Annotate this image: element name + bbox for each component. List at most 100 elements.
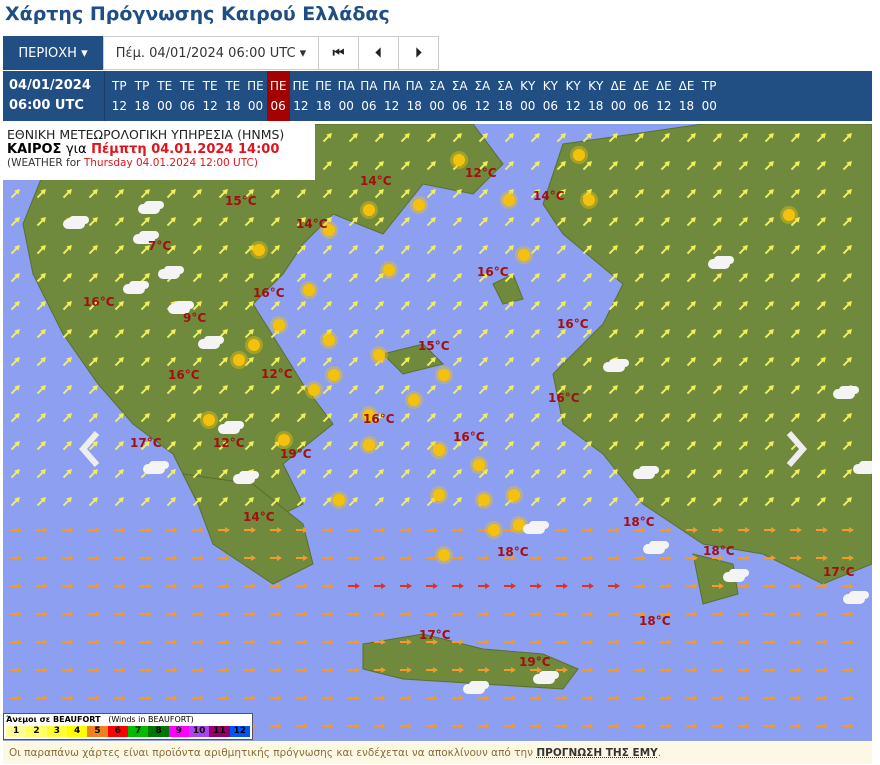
timeline-slot[interactable]: ΤΡ 18 [131,71,154,121]
temperature-label: 9°C [183,311,207,325]
wind-arrow [582,133,592,143]
timeline-slot[interactable]: ΠΑ 12 [380,71,403,121]
timeline-slot[interactable]: ΠΑ 18 [403,71,426,121]
wind-arrow [842,357,852,367]
utc-time: Thursday 04.01.2024 12:00 UTC) [83,157,258,169]
timeline-slot[interactable]: ΤΡ 12 [108,71,131,121]
timeline-slot[interactable]: ΠΕ 00 [244,71,267,121]
slot-day: ΤΡ [701,79,717,93]
timeline-slot[interactable]: ΠΑ 06 [358,71,381,121]
timeline-slot[interactable]: ΚΥ 00 [516,71,539,121]
wind-arrow [764,527,776,533]
wind-arrow [712,189,722,199]
timeline-slot[interactable]: ΚΥ 18 [584,71,607,121]
wind-arrow [166,441,176,451]
wind-arrow [530,441,540,451]
agency-name: ΕΘΝΙΚΗ ΜΕΤΕΩΡΟΛΟΓΙΚΗ ΥΠΗΡΕΣΙΑ (HNMS) [7,127,285,142]
cloud-icon [843,594,865,604]
wind-arrow [426,329,436,339]
wind-arrow [634,441,644,451]
region-dropdown[interactable]: ΠΕΡΙΟΧΗ ▾ [3,36,103,70]
cloud-icon [63,219,85,229]
wind-arrow [348,441,358,451]
timeline-slot[interactable]: ΣΑ 06 [448,71,471,121]
slot-day: ΔΕ [655,79,672,93]
wind-arrow [166,357,176,367]
forecast-link[interactable]: ΠΡΟΓΝΩΣΗ ΤΗΣ ΕΜΥ [536,747,658,759]
timeline-slot[interactable]: ΤΕ 00 [153,71,176,121]
wind-arrow [504,161,514,171]
next-button[interactable]: ⏵ [399,36,439,70]
wind-arrow [764,161,774,171]
wind-arrow [582,161,592,171]
timeline-slot[interactable]: ΤΕ 18 [221,71,244,121]
wind-arrow [634,133,644,143]
wind-arrow [608,639,620,645]
timeline-slot[interactable]: ΤΡ 00 [698,71,721,121]
chevron-left-icon[interactable] [75,429,105,469]
wind-arrow [686,329,696,339]
wind-arrow [114,273,124,283]
wind-arrow [218,611,230,617]
sun-icon [363,439,375,451]
wind-arrow [478,189,488,199]
wind-arrow [114,639,126,645]
wind-arrow [608,469,618,479]
wind-arrow [816,723,828,729]
timeline-slot[interactable]: ΠΕ 12 [290,71,313,121]
wind-arrow [790,639,802,645]
sun-icon [373,349,385,361]
wind-arrow [660,217,670,227]
wind-arrow [816,695,828,701]
timeline-slot[interactable]: ΣΑ 18 [494,71,517,121]
wind-arrow [478,245,488,255]
wind-arrow [348,555,360,561]
timeline-slot[interactable]: ΚΥ 12 [562,71,585,121]
timeline-slot[interactable]: ΤΕ 06 [176,71,199,121]
weather-map[interactable]: 14°C 12°C 15°C 14°C 14°C 7°C 16°C 16°C 16°C 9°C 16… [3,124,872,741]
slot-day: ΤΕ [202,79,218,93]
wind-arrow [660,273,670,283]
timeline-slot[interactable]: ΣΑ 00 [426,71,449,121]
timeline-slot[interactable]: ΠΕ 06 [266,71,290,121]
timeline-slot[interactable]: ΠΑ 00 [335,71,358,121]
wind-arrow [530,497,540,507]
date-select[interactable]: Πέμ. 04/01/2024 06:00 UTC ▾ [103,36,319,70]
sun-icon [478,494,490,506]
wind-arrow [36,301,46,311]
wind-arrow [582,217,592,227]
wind-arrow [842,413,852,423]
wind-arrow [712,667,724,673]
timeline-slot[interactable]: ΔΕ 00 [607,71,630,121]
wind-arrow [582,469,592,479]
wind-arrow [192,667,204,673]
wind-arrow [556,695,568,701]
wind-arrow [88,667,100,673]
wind-arrow [244,611,256,617]
wind-arrow [426,245,436,255]
timeline-slot[interactable]: ΤΕ 12 [199,71,222,121]
wind-arrow [192,413,202,423]
cloud-icon [723,572,745,582]
timeline-slot[interactable]: ΔΕ 06 [630,71,653,121]
wind-arrow [712,527,724,533]
wind-arrow [166,695,178,701]
prev-button[interactable]: ⏴ [359,36,399,70]
timeline-slot[interactable]: ΔΕ 12 [653,71,676,121]
footer-text: Οι παραπάνω χάρτες είναι προϊόντα αριθμη… [9,747,533,759]
timeline-slot[interactable]: ΣΑ 12 [471,71,494,121]
chevron-right-icon[interactable] [781,429,811,469]
timeline-slot[interactable]: ΠΕ 18 [312,71,335,121]
wind-arrow [452,441,462,451]
wind-arrow [374,133,384,143]
wind-arrow [244,273,254,283]
wind-arrow [296,245,306,255]
timeline-slot[interactable]: ΔΕ 18 [675,71,698,121]
wind-arrow [36,583,48,589]
wind-arrow [374,245,384,255]
wind-arrow [36,357,46,367]
wind-arrow [816,555,828,561]
slot-day: ΚΥ [520,79,536,93]
first-button[interactable]: ⏮ [319,36,359,70]
timeline-slot[interactable]: ΚΥ 06 [539,71,562,121]
